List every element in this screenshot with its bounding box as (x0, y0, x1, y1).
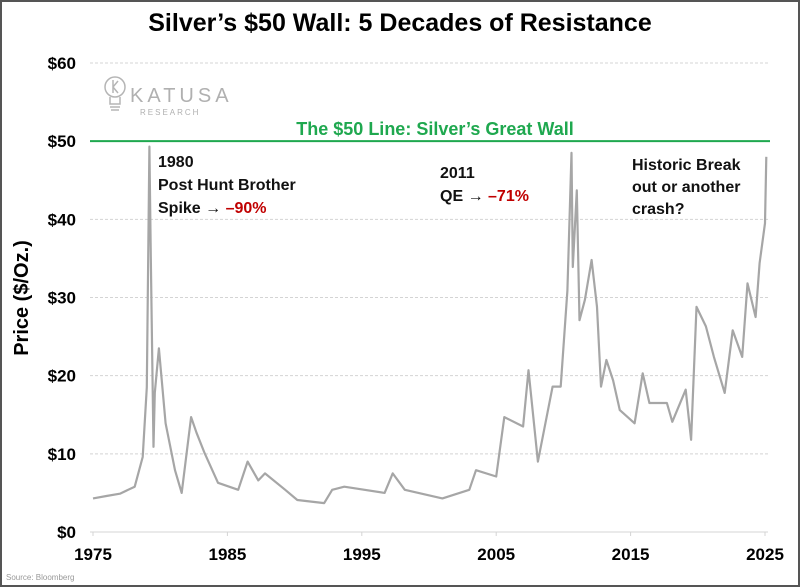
annotation-line: out or another (632, 179, 740, 196)
y-tick-label: $0 (57, 523, 76, 542)
x-tick-label: 2025 (746, 545, 784, 564)
chart-title: Silver’s $50 Wall: 5 Decades of Resistan… (148, 9, 652, 37)
silver-price-line (92, 145, 768, 505)
x-tick-label: 1985 (208, 545, 246, 564)
y-tick-labels: $0 $10 $20 $30 $40 $50 $60 (48, 54, 76, 542)
y-tick-label: $40 (48, 210, 76, 229)
annotation-line: Spike → (158, 200, 226, 217)
annotation-line: QE → (440, 188, 488, 205)
y-tick-label: $50 (48, 132, 76, 151)
y-tick-label: $30 (48, 289, 76, 308)
fifty-dollar-line-label: The $50 Line: Silver’s Great Wall (296, 119, 573, 139)
x-tick-label: 2015 (612, 545, 650, 564)
x-tick-label: 1975 (74, 545, 112, 564)
lightbulb-icon (104, 76, 126, 111)
y-tick-label: $20 (48, 367, 76, 386)
svg-text:Spike → –90%: Spike → –90% (158, 200, 267, 217)
x-tick-label: 2005 (477, 545, 515, 564)
annotation-line: 1980 (158, 154, 194, 171)
annotation-line: 2011 (440, 165, 475, 182)
svg-text:QE → –71%: QE → –71% (440, 188, 529, 205)
x-tick-labels: 1975 1985 1995 2005 2015 2025 (74, 532, 784, 564)
y-axis-label: Price ($/Oz.) (11, 240, 33, 356)
annotation-2025: Historic Break out or another crash? (632, 157, 741, 218)
logo-sub: RESEARCH (140, 108, 200, 117)
annotation-line: Historic Break (632, 157, 741, 174)
annotation-1980: 1980 Post Hunt Brother Spike → –90% (158, 154, 296, 217)
y-tick-label: $60 (48, 54, 76, 73)
annotation-decline: –71% (488, 188, 529, 205)
source-note: Source: Bloomberg (6, 573, 74, 582)
x-tick-label: 1995 (343, 545, 381, 564)
logo-name: KATUSA (130, 85, 233, 107)
katusa-logo: KATUSA RESEARCH (104, 76, 233, 117)
y-tick-label: $10 (48, 445, 76, 464)
annotation-decline: –90% (226, 200, 267, 217)
annotation-line: crash? (632, 201, 684, 218)
annotation-line: Post Hunt Brother (158, 177, 296, 194)
annotation-2011: 2011 QE → –71% (440, 165, 529, 205)
